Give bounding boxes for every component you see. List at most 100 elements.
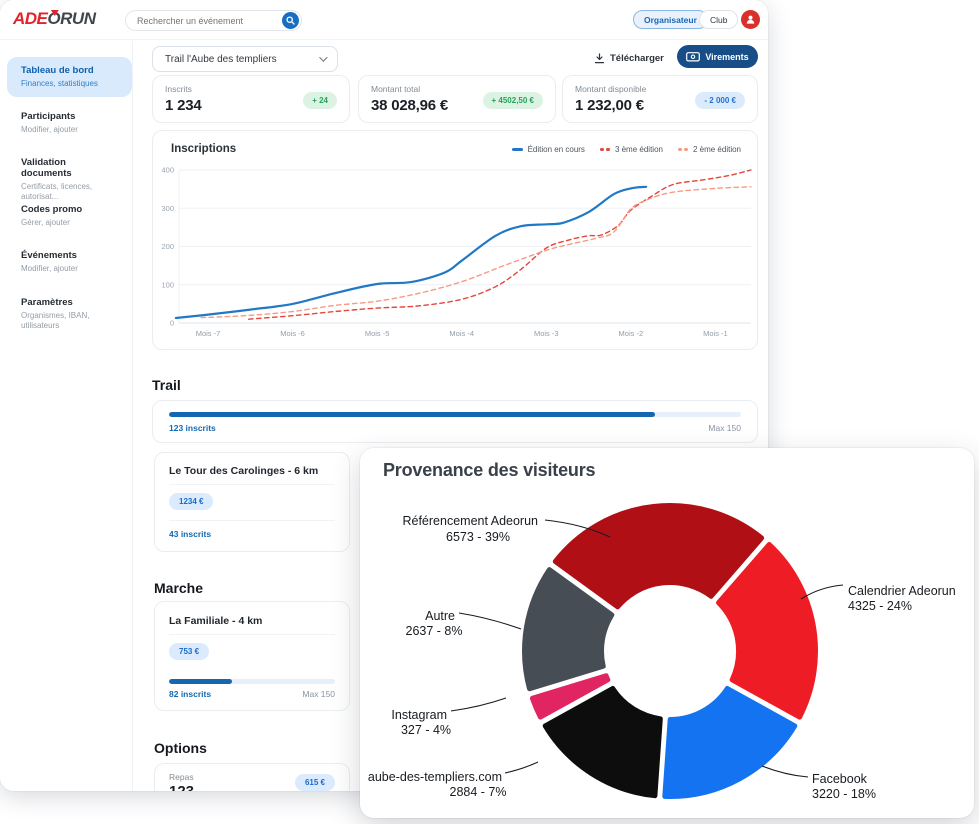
trail-progress-fill xyxy=(169,412,656,417)
legend-label: Édition en cours xyxy=(527,145,585,154)
x-tick: Mois -3 xyxy=(534,329,559,338)
price-badge: 1234 € xyxy=(169,493,214,510)
event-search xyxy=(125,10,302,31)
race-inscrits-label: 43 inscrits xyxy=(169,529,212,539)
sidebar-item-subtitle: Finances, statistiques xyxy=(21,79,98,88)
x-tick: Mois -6 xyxy=(280,329,305,338)
donut-slice-aube-des-templiers.com xyxy=(542,686,663,799)
marche-progress-label: 82 inscrits xyxy=(169,689,212,699)
race-card-title: La Familiale - 4 km xyxy=(169,615,263,627)
adeorun-logo[interactable]: ADEO RUN xyxy=(13,9,96,29)
sidebar-item-title: Événements xyxy=(21,250,77,261)
stat-value: 1 232,00 € xyxy=(575,97,644,114)
sidebar-item-participants[interactable]: Participants Modifier, ajouter xyxy=(7,103,132,143)
legend-item-0[interactable]: Édition en cours xyxy=(511,145,585,154)
divider xyxy=(169,484,335,485)
trail-progress-label: 123 inscrits xyxy=(169,423,216,433)
donut-slice-Facebook xyxy=(662,686,798,799)
legend-label: 3 ème édition xyxy=(614,145,663,154)
sidebar-item-validation-documents[interactable]: Validation documents Certificats, licenc… xyxy=(7,149,132,210)
trail-progress-card: 123 inscrits Max 150 xyxy=(152,400,758,443)
carolinges-card[interactable]: Le Tour des Carolinges - 6 km 1234 € 43 … xyxy=(154,452,350,552)
stat-badge: + 4502,50 € xyxy=(482,92,543,109)
slice-label: aube-des-templiers.com xyxy=(368,770,502,784)
club-button[interactable]: Club xyxy=(699,10,739,29)
sidebar-item-parametres[interactable]: Paramètres Organismes, IBAN, utilisateur… xyxy=(7,289,132,339)
donut-slice-Référencement Adeorun xyxy=(552,503,765,610)
search-input[interactable] xyxy=(126,15,282,26)
provenance-title: Provenance des visiteurs xyxy=(383,460,596,480)
sidebar-item-codes-promo[interactable]: Codes promo Gérer, ajouter xyxy=(7,196,132,236)
y-tick: 100 xyxy=(161,280,174,289)
familiale-card[interactable]: La Familiale - 4 km 753 € 82 inscrits Ma… xyxy=(154,601,350,711)
stat-card-montant-total: Montant total 38 028,96 € + 4502,50 € xyxy=(358,75,556,123)
chart-title: Inscriptions xyxy=(171,143,237,155)
slice-value: 3220 - 18% xyxy=(812,787,876,801)
divider xyxy=(169,634,335,635)
virements-button[interactable]: Virements xyxy=(677,45,758,68)
sidebar-item-title: Paramètres xyxy=(21,297,73,308)
logo-ade: ADE xyxy=(13,9,48,28)
provenance-card: Provenance des visiteurs Référencement A… xyxy=(360,448,974,818)
inscriptions-chart-card: Inscriptions Édition en cours 3 ème éditi… xyxy=(152,130,758,350)
divider xyxy=(169,520,335,521)
marche-progress-max: Max 150 xyxy=(302,689,335,699)
slice-label: Instagram xyxy=(391,708,447,722)
slice-value: 4325 - 24% xyxy=(848,599,912,613)
stat-badge: + 24 xyxy=(303,92,337,109)
option-value: 123 xyxy=(169,783,194,791)
trail-progress-track xyxy=(169,412,741,417)
slice-value: 327 - 4% xyxy=(401,723,451,737)
stat-badge: - 2 000 € xyxy=(695,92,745,109)
series-line-1 xyxy=(247,169,752,320)
sidebar-item-title: Codes promo xyxy=(21,204,83,215)
label-connector xyxy=(450,697,507,712)
stat-card-inscrits: Inscrits 1 234 + 24 xyxy=(152,75,350,123)
logo-run: RUN xyxy=(60,9,96,28)
search-button[interactable] xyxy=(282,12,299,29)
sidebar-item-evenements[interactable]: Événements Modifier, ajouter xyxy=(7,242,132,282)
download-button[interactable]: Télécharger xyxy=(594,48,664,68)
price-badge: 615 € xyxy=(294,774,335,791)
y-tick: 200 xyxy=(161,242,174,251)
x-tick: Mois -2 xyxy=(619,329,644,338)
series-line-2 xyxy=(200,186,752,319)
download-label: Télécharger xyxy=(610,52,664,64)
legend-item-2[interactable]: 2 ème édition xyxy=(677,145,741,154)
legend-label: 2 ème édition xyxy=(692,145,741,154)
option-label: Repas xyxy=(169,772,194,782)
sidebar-item-subtitle: Modifier, ajouter xyxy=(21,125,78,134)
provenance-donut-chart: Référencement Adeorun 6573 - 39% Calendrie… xyxy=(368,503,956,801)
slice-label: Calendrier Adeorun xyxy=(848,584,956,598)
label-connector xyxy=(504,761,539,774)
legend-item-1[interactable]: 3 ème édition xyxy=(599,145,663,154)
label-connector xyxy=(458,612,522,630)
legend-swatch xyxy=(599,148,610,151)
x-tick: Mois -7 xyxy=(196,329,221,338)
x-tick: Mois -4 xyxy=(449,329,474,338)
stat-label: Inscrits xyxy=(165,84,192,94)
search-icon xyxy=(286,16,295,25)
label-connector xyxy=(761,765,809,778)
series-line-0 xyxy=(174,185,648,320)
slice-value: 6573 - 39% xyxy=(446,530,510,544)
repas-card[interactable]: Repas 123 615 € xyxy=(154,763,350,791)
stat-label: Montant total xyxy=(371,84,421,94)
label-connector xyxy=(800,584,844,600)
marche-progress-fill xyxy=(169,679,233,684)
donut-slice-Calendrier Adeorun xyxy=(716,542,819,720)
sidebar-item-subtitle: Gérer, ajouter xyxy=(21,218,70,227)
sidebar-item-subtitle: Modifier, ajouter xyxy=(21,264,78,273)
y-tick: 0 xyxy=(170,319,174,328)
user-avatar[interactable] xyxy=(741,10,760,29)
slice-value: 2884 - 7% xyxy=(450,785,507,799)
sidebar-item-title: Tableau de bord xyxy=(21,65,94,76)
sidebar-item-title: Participants xyxy=(21,111,76,122)
trail-progress-max: Max 150 xyxy=(708,423,741,433)
sidebar: Tableau de bord Finances, statistiques P… xyxy=(0,41,133,791)
event-selector-dropdown[interactable]: Trail l'Aube des templiers xyxy=(152,46,338,72)
sidebar-item-tableau-de-bord[interactable]: Tableau de bord Finances, statistiques xyxy=(7,57,132,97)
x-tick: Mois -1 xyxy=(703,329,728,338)
organisateur-button[interactable]: Organisateur xyxy=(633,10,708,29)
stat-card-montant-disponible: Montant disponible 1 232,00 € - 2 000 € xyxy=(562,75,758,123)
